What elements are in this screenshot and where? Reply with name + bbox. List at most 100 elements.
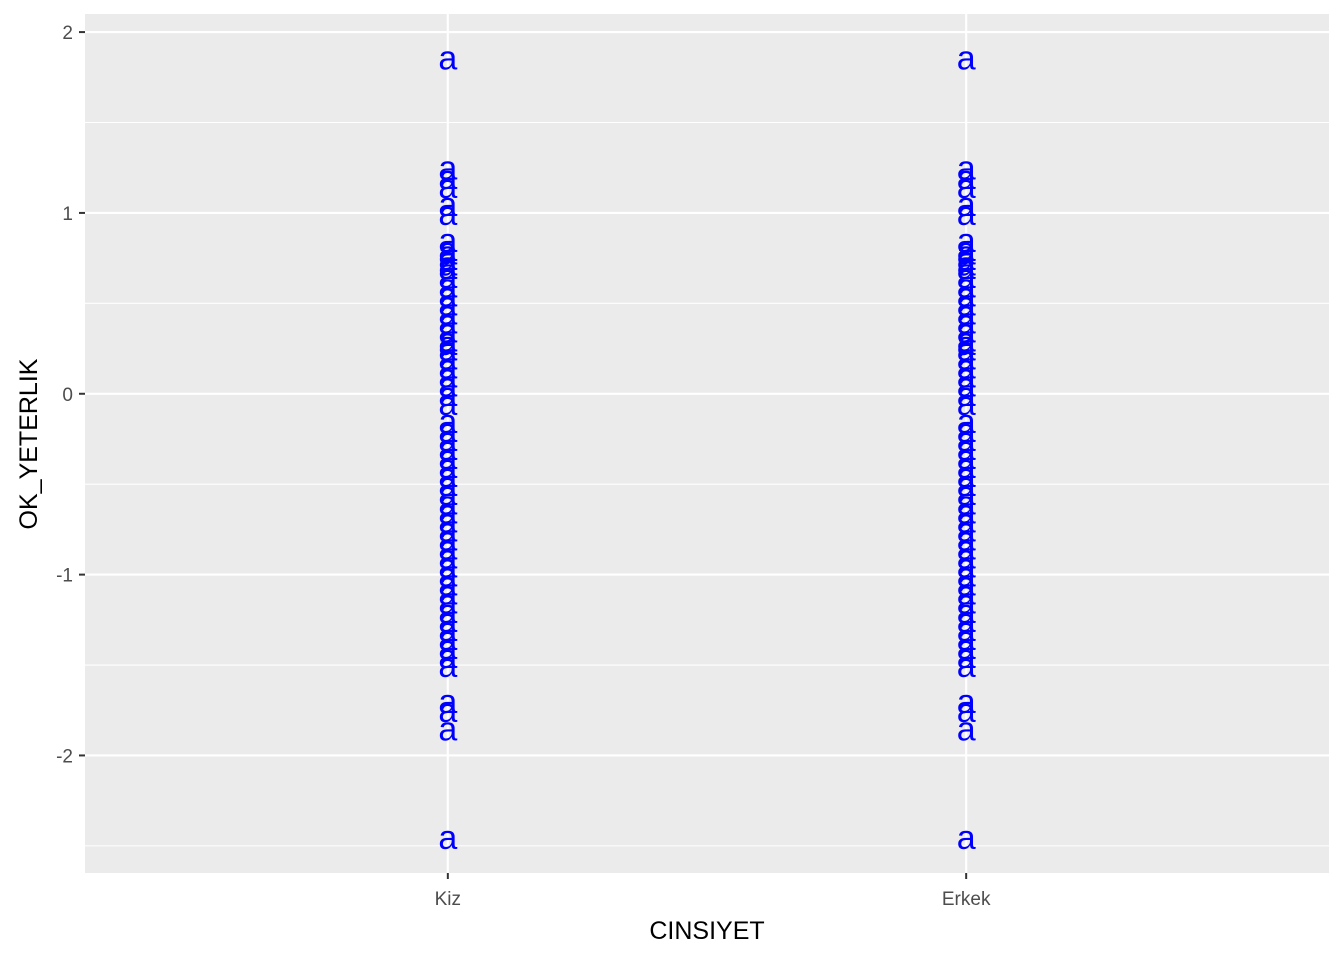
data-point: a xyxy=(957,39,976,77)
data-point: a xyxy=(957,246,976,284)
data-point: a xyxy=(957,367,976,405)
data-point: a xyxy=(438,249,457,287)
data-point: a xyxy=(438,267,457,305)
data-point: a xyxy=(438,584,457,622)
data-point: a xyxy=(957,168,976,206)
data-point: a xyxy=(957,222,976,260)
data-point: a xyxy=(438,647,457,685)
data-point: a xyxy=(438,683,457,721)
data-point: a xyxy=(957,358,976,396)
data-point: a xyxy=(438,548,457,586)
data-point: a xyxy=(957,548,976,586)
data-point: a xyxy=(438,502,457,540)
data-point: a xyxy=(438,439,457,477)
data-point: a xyxy=(438,159,457,197)
data-point: a xyxy=(957,620,976,658)
data-point: a xyxy=(438,448,457,486)
data-point: a xyxy=(438,240,457,278)
data-point: a xyxy=(438,195,457,233)
data-point: a xyxy=(957,575,976,613)
data-point: a xyxy=(438,376,457,414)
data-point: a xyxy=(957,340,976,378)
data-point: a xyxy=(438,421,457,459)
data-point: a xyxy=(957,520,976,558)
x-tick-label: Kiz xyxy=(435,889,461,910)
data-point: a xyxy=(957,159,976,197)
data-point: a xyxy=(438,294,457,332)
y-tick-label: 1 xyxy=(62,204,73,225)
data-point: a xyxy=(957,294,976,332)
data-point: a xyxy=(438,529,457,567)
x-axis: Kiz Erkek xyxy=(435,873,991,910)
data-point: a xyxy=(957,475,976,513)
data-point: a xyxy=(957,249,976,287)
data-point: a xyxy=(438,484,457,522)
data-point: a xyxy=(438,611,457,649)
data-point: a xyxy=(957,412,976,450)
data-point: a xyxy=(438,412,457,450)
data-point: a xyxy=(438,150,457,188)
data-point: a xyxy=(438,325,457,363)
data-point: a xyxy=(957,403,976,441)
data-point: a xyxy=(438,692,457,730)
data-point: a xyxy=(957,493,976,531)
data-point: a xyxy=(957,710,976,748)
data-point: a xyxy=(438,367,457,405)
data-point: a xyxy=(438,593,457,631)
data-point: a xyxy=(438,231,457,269)
data-point: a xyxy=(957,457,976,495)
data-point: a xyxy=(438,638,457,676)
data-point: a xyxy=(957,539,976,577)
y-tick-label: 0 xyxy=(62,385,73,406)
data-point: a xyxy=(438,403,457,441)
data-point: a xyxy=(957,376,976,414)
data-points: aaaaaaaaaaaaaaaaaaaaaaaaaaaaaaaaaaaaaaaa… xyxy=(438,39,975,856)
data-point: a xyxy=(957,448,976,486)
data-point: a xyxy=(957,511,976,549)
data-point: a xyxy=(438,39,457,77)
data-point: a xyxy=(957,186,976,224)
data-point: a xyxy=(957,466,976,504)
data-point: a xyxy=(957,593,976,631)
data-point: a xyxy=(438,246,457,284)
data-point: a xyxy=(438,312,457,350)
y-axis: -2 -1 0 1 2 xyxy=(56,23,85,767)
data-point: a xyxy=(957,276,976,314)
data-point: a xyxy=(438,575,457,613)
data-point: a xyxy=(438,349,457,387)
y-tick-label: -1 xyxy=(56,566,73,587)
data-point: a xyxy=(957,819,976,857)
data-point: a xyxy=(438,475,457,513)
data-point: a xyxy=(957,349,976,387)
data-point: a xyxy=(957,584,976,622)
data-point: a xyxy=(957,325,976,363)
y-tick-label: -2 xyxy=(56,746,73,767)
data-point: a xyxy=(957,502,976,540)
data-point: a xyxy=(438,340,457,378)
data-point: a xyxy=(438,457,457,495)
data-point: a xyxy=(957,566,976,604)
data-point: a xyxy=(957,683,976,721)
data-point: a xyxy=(957,235,976,273)
data-point: a xyxy=(438,620,457,658)
data-point: a xyxy=(957,529,976,567)
data-point: a xyxy=(438,258,457,296)
data-point: a xyxy=(957,484,976,522)
data-point: a xyxy=(957,421,976,459)
minor-gridlines xyxy=(85,121,1329,847)
data-point: a xyxy=(957,303,976,341)
data-point: a xyxy=(438,303,457,341)
y-axis-title: OK_YETERLIK xyxy=(15,358,43,529)
data-point: a xyxy=(438,322,457,360)
data-point: a xyxy=(438,276,457,314)
data-point: a xyxy=(957,150,976,188)
data-point: a xyxy=(438,385,457,423)
data-point: a xyxy=(957,231,976,269)
data-point: a xyxy=(438,186,457,224)
data-point: a xyxy=(957,240,976,278)
data-point: a xyxy=(957,638,976,676)
plot-panel xyxy=(85,14,1329,873)
data-point: a xyxy=(438,819,457,857)
data-point: a xyxy=(957,195,976,233)
data-point: a xyxy=(438,629,457,667)
